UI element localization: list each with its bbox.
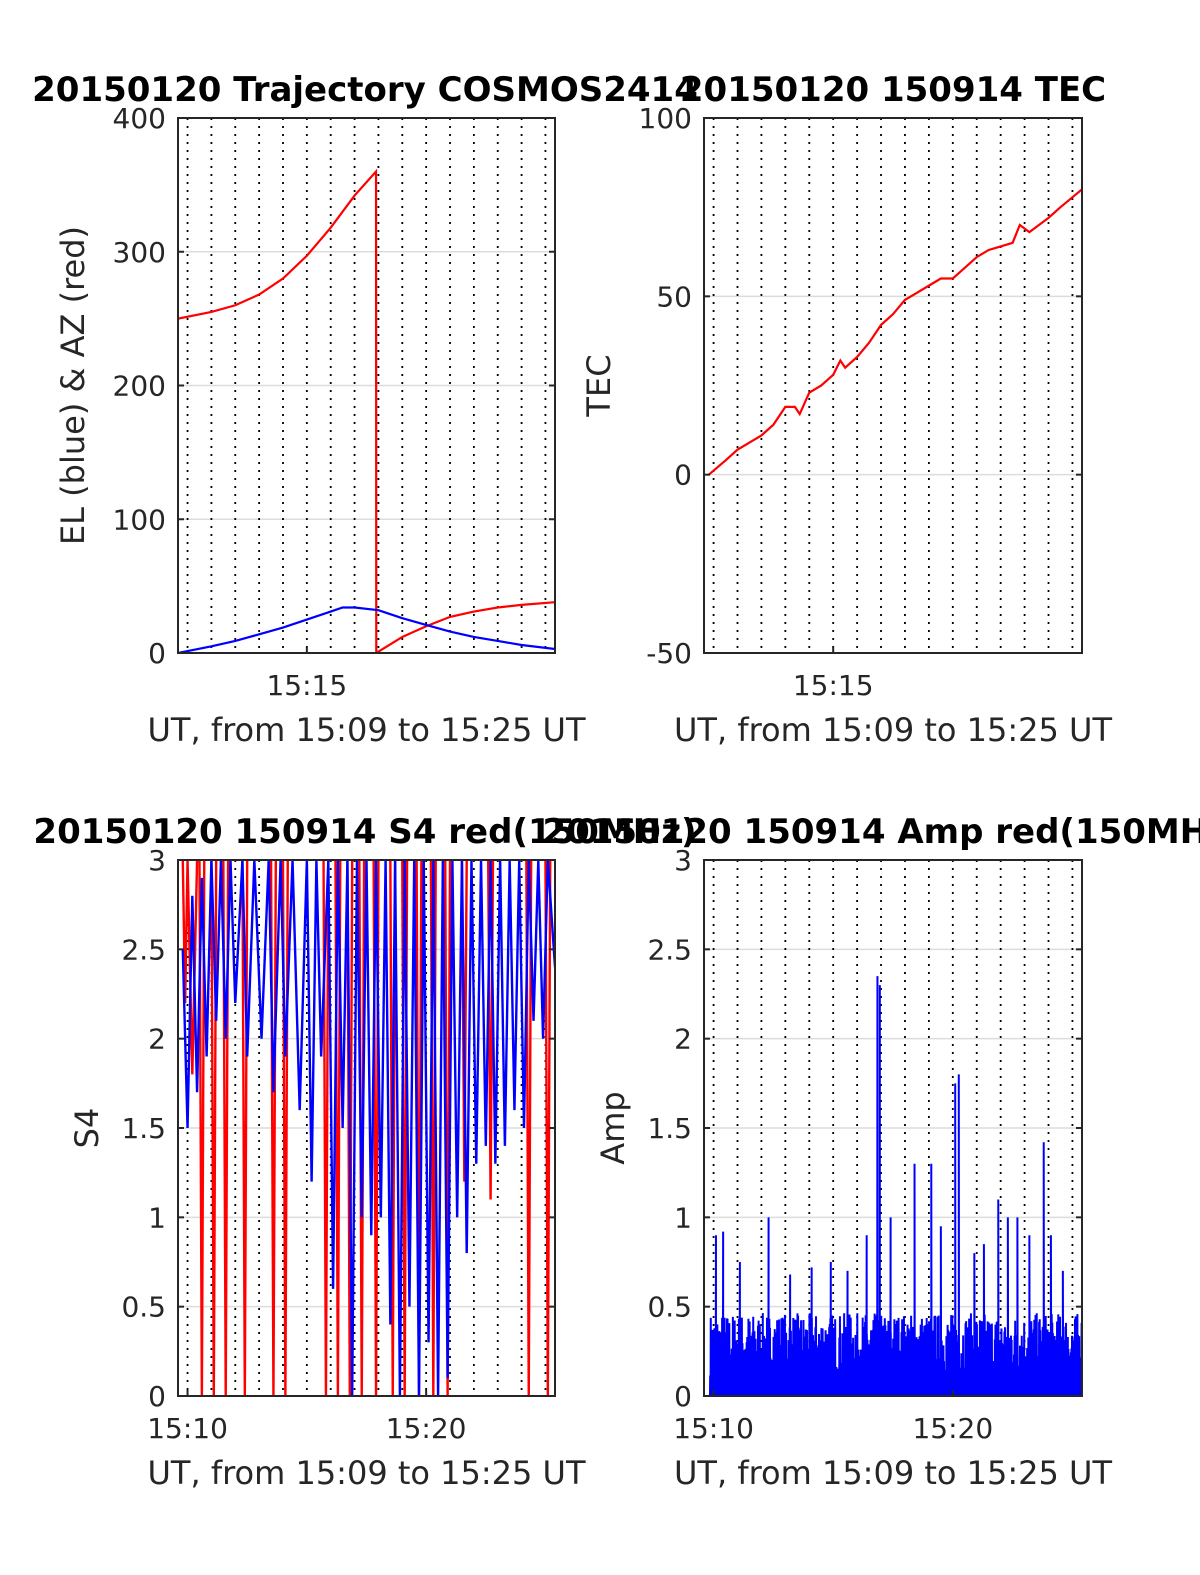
plot-area: [704, 118, 1082, 653]
ytick-label: 50: [656, 280, 692, 313]
y-axis-label: Amp: [594, 1091, 632, 1164]
ytick-label: 400: [113, 102, 166, 135]
series-line-az: [178, 168, 555, 653]
ytick-label: 300: [113, 236, 166, 269]
ytick-label: 100: [639, 102, 692, 135]
series-line-tec: [708, 188, 1082, 476]
chart-trajectory: 0 100 200 300 400 15:15 UT, from 15:09 to 15:2…: [54, 102, 586, 749]
series-line-red: [444, 860, 452, 1396]
ytick-label: 2.5: [647, 933, 692, 966]
series-line-red: [322, 860, 330, 1396]
series-line-red: [415, 860, 423, 1396]
axes-box: [703, 117, 1083, 654]
ytick-label: 0: [674, 1380, 692, 1413]
ytick-label: 3: [674, 844, 692, 877]
ytick-label: 2: [674, 1023, 692, 1056]
x-axis-label: UT, from 15:09 to 15:25 UT: [148, 711, 586, 749]
xtick-label: 15:10: [673, 1412, 754, 1445]
data-layer: [181, 860, 555, 1396]
y-axis-label: EL (blue) & AZ (red): [54, 226, 92, 545]
chart-title: 20150120 150914 S4 red(150MHz): [33, 812, 696, 852]
x-axis-label: UT, from 15:09 to 15:25 UT: [674, 711, 1112, 749]
ytick-label: 0: [674, 459, 692, 492]
ytick-label: 200: [113, 370, 166, 403]
ytick-label: 0: [148, 637, 166, 670]
data-layer: [708, 976, 1082, 1396]
ytick-label: -50: [646, 637, 692, 670]
xtick-label: 15:10: [147, 1412, 228, 1445]
ytick-label: 1.5: [121, 1112, 166, 1145]
x-axis-label: UT, from 15:09 to 15:25 UT: [148, 1454, 586, 1492]
series-line-amp: [708, 976, 1082, 1396]
ytick-label: 0: [148, 1380, 166, 1413]
series-line-el: [178, 606, 555, 653]
ytick-label: 1: [148, 1201, 166, 1234]
ytick-label: 2.5: [121, 933, 166, 966]
xtick-label: 15:15: [793, 669, 874, 702]
chart-title: 20150120 Trajectory COSMOS2414: [32, 70, 698, 110]
ytick-label: 2: [148, 1023, 166, 1056]
ytick-label: 1.5: [647, 1112, 692, 1145]
ytick-label: 0.5: [647, 1291, 692, 1324]
series-line-red: [198, 860, 206, 1396]
xtick-label: 15:20: [912, 1412, 993, 1445]
data-layer: [178, 168, 555, 653]
ytick-label: 1: [674, 1201, 692, 1234]
ytick-label: 3: [148, 844, 166, 877]
y-axis-label: S4: [68, 1108, 106, 1149]
series-line-blue: [181, 860, 555, 1396]
chart-title: 20150120 150914 Amp red(150MHz): [542, 812, 1200, 852]
xtick-label: 15:20: [386, 1412, 467, 1445]
series-line-red: [210, 860, 218, 1396]
y-axis-label: TEC: [580, 354, 618, 417]
chart-amp: 0 0.5 1 1.5 2 2.5 3 15:10 15:20 UT, from 15:09 to…: [594, 844, 1112, 1492]
chart-title: 20150120 150914 TEC: [680, 70, 1106, 110]
ytick-label: 0.5: [121, 1291, 166, 1324]
data-layer: [708, 188, 1082, 476]
x-axis-label: UT, from 15:09 to 15:25 UT: [674, 1454, 1112, 1492]
chart-s4: 0 0.5 1 1.5 2 2.5 3 15:10 15:20 UT, from 15:09 to…: [68, 844, 586, 1492]
series-line-red: [222, 860, 230, 1396]
ytick-label: 100: [113, 503, 166, 536]
series-line-red: [525, 860, 533, 1396]
chart-tec: -50 0 50 100 15:15 UT, from 15:09 to 15:25 UT…: [580, 102, 1112, 749]
xtick-label: 15:15: [266, 669, 347, 702]
